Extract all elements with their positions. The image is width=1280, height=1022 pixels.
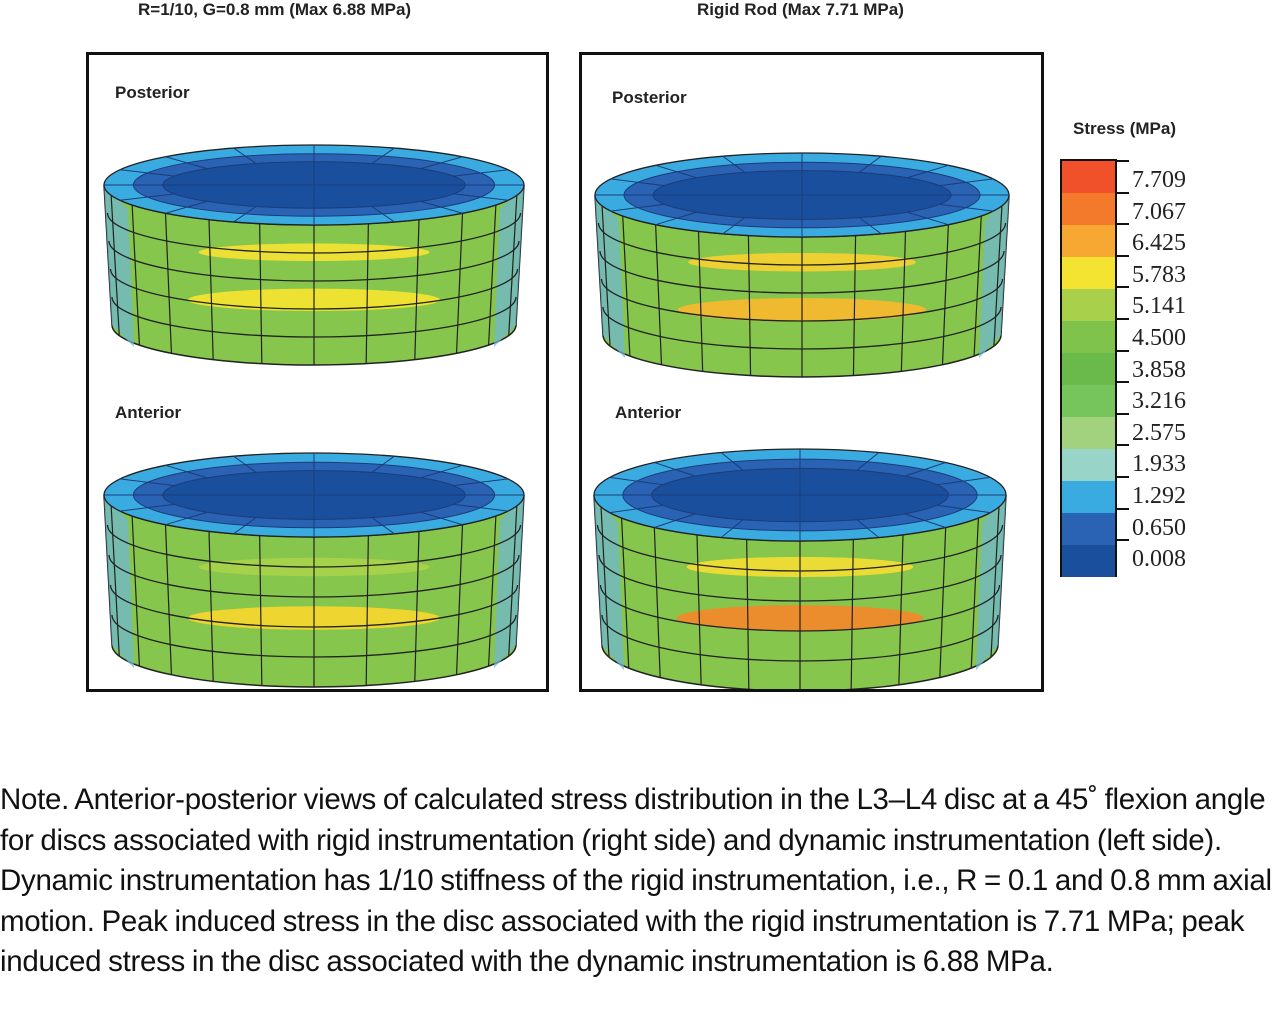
- legend-swatch: [1062, 225, 1115, 257]
- legend-tick: [1115, 444, 1129, 447]
- left-posterior-disc: [103, 144, 525, 366]
- legend-swatch: [1062, 545, 1115, 577]
- legend-value: 1.292: [1132, 483, 1186, 509]
- legend-swatch: [1062, 417, 1115, 449]
- right-anterior-label: Anterior: [615, 403, 682, 422]
- legend-value: 5.141: [1132, 293, 1186, 320]
- legend-swatch: [1062, 161, 1115, 193]
- legend-value: 0.008: [1132, 546, 1186, 573]
- legend-value: 0.650: [1132, 514, 1186, 541]
- legend-value: 3.858: [1132, 356, 1186, 383]
- legend-swatch: [1062, 481, 1115, 513]
- legend-tick: [1115, 254, 1129, 257]
- left-panel: Posterior Anterior: [86, 52, 549, 692]
- legend-tick: [1115, 160, 1129, 162]
- legend-tick: [1115, 476, 1129, 478]
- figure-caption: Note. Anterior-posterior views of calcul…: [0, 783, 1272, 978]
- legend-value: 7.067: [1132, 198, 1186, 225]
- right-panel-title: Rigid Rod (Max 7.71 MPa): [697, 0, 904, 19]
- left-disc-models: [103, 144, 525, 688]
- left-anterior-disc: [103, 452, 525, 688]
- legend-tick: [1115, 349, 1129, 352]
- legend-tick: [1115, 286, 1129, 289]
- legend-value: 1.933: [1132, 451, 1186, 478]
- legend-swatch: [1062, 289, 1115, 321]
- right-posterior-disc: [594, 152, 1010, 378]
- legend-swatch: [1062, 449, 1115, 481]
- legend-value: 4.500: [1132, 325, 1186, 351]
- legend-value: 7.709: [1132, 167, 1186, 193]
- legend-value: 3.216: [1132, 388, 1186, 415]
- legend-swatch: [1062, 257, 1115, 289]
- legend-tick: [1115, 507, 1129, 510]
- right-posterior-label: Posterior: [612, 88, 687, 107]
- legend-title: Stress (MPa): [1073, 119, 1176, 138]
- legend-tick: [1115, 381, 1129, 384]
- legend-value: 6.425: [1132, 230, 1186, 257]
- right-disc-models: [593, 152, 1010, 689]
- stress-legend-colorbar: [1060, 159, 1117, 577]
- legend-swatch: [1062, 353, 1115, 385]
- legend-tick: [1115, 412, 1129, 415]
- left-posterior-label: Posterior: [115, 83, 190, 102]
- legend-swatch: [1062, 513, 1115, 545]
- legend-tick: [1115, 318, 1129, 320]
- legend-swatch: [1062, 321, 1115, 353]
- right-anterior-disc: [593, 448, 1007, 689]
- legend-tick: [1115, 191, 1129, 194]
- legend-swatch: [1062, 385, 1115, 417]
- legend-value: 2.575: [1132, 419, 1186, 446]
- legend-value: 5.783: [1132, 261, 1186, 288]
- left-panel-title: R=1/10, G=0.8 mm (Max 6.88 MPa): [138, 0, 412, 19]
- legend-swatch: [1062, 193, 1115, 225]
- left-anterior-label: Anterior: [115, 403, 182, 422]
- legend-tick: [1115, 539, 1129, 542]
- right-panel: Posterior Anterior: [579, 52, 1044, 692]
- legend-tick: [1115, 223, 1129, 226]
